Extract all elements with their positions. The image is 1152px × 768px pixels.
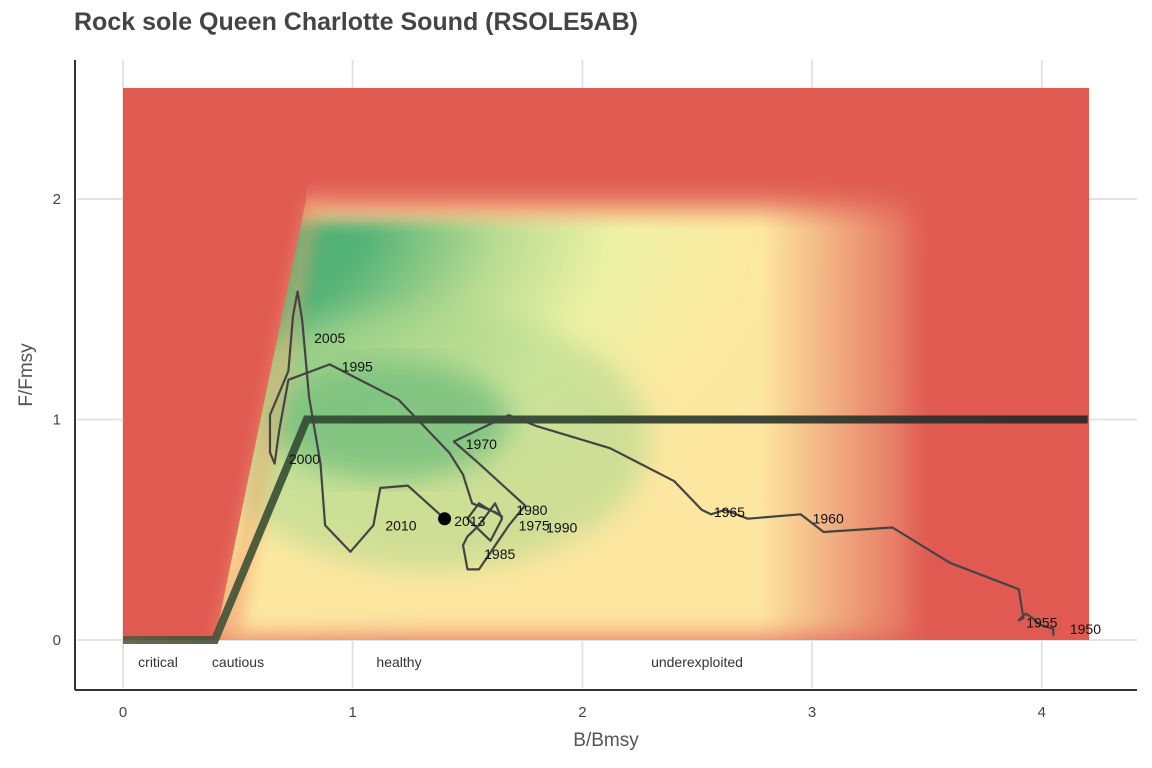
- year-label: 2005: [314, 330, 345, 346]
- x-tick-label: 0: [119, 704, 127, 721]
- axes: [74, 60, 1137, 691]
- year-label: 1980: [516, 502, 547, 518]
- y-tick-labels: 0 1 2: [53, 191, 61, 649]
- reference-line-path: [123, 415, 1088, 644]
- year-label: 1950: [1070, 621, 1101, 637]
- year-label: 1955: [1026, 614, 1057, 630]
- chart-title: Rock sole Queen Charlotte Sound (RSOLE5A…: [74, 8, 638, 36]
- reference-line: [123, 415, 1088, 644]
- zone-label-cautious: cautious: [212, 654, 264, 670]
- status-zones: [123, 88, 1089, 640]
- year-label: 1965: [714, 504, 745, 520]
- x-tick-label: 4: [1038, 704, 1046, 721]
- zone-label-healthy: healthy: [376, 654, 421, 670]
- top-red-fade: [300, 150, 940, 230]
- year-label: 2000: [289, 451, 320, 467]
- trajectory-path: [268, 290, 1055, 636]
- trajectory: [268, 290, 1055, 636]
- critical-zone: [123, 88, 306, 640]
- healthy-zone-mid: [210, 310, 650, 570]
- y-tick-label: 2: [53, 191, 61, 208]
- year-label: 1960: [813, 511, 844, 527]
- year-label: 1995: [342, 359, 373, 375]
- x-tick-label: 1: [349, 704, 357, 721]
- zone-label-critical: critical: [138, 654, 178, 670]
- year-label: 2013: [454, 513, 485, 529]
- y-tick-label: 0: [53, 632, 61, 649]
- year-label: 1985: [484, 546, 515, 562]
- x-axis-label: B/Bmsy: [573, 730, 639, 751]
- zone-labels: critical cautious healthy underexploited: [138, 654, 743, 670]
- year-label: 1990: [546, 520, 577, 536]
- x-tick-labels: 0 1 2 3 4: [119, 704, 1046, 721]
- zone-label-underexploited: underexploited: [651, 654, 743, 670]
- y-axis-label: F/Fmsy: [16, 343, 37, 407]
- year-label: 1975: [519, 517, 550, 533]
- x-tick-label: 2: [578, 704, 586, 721]
- year-label: 1970: [466, 436, 497, 452]
- x-tick-label: 3: [808, 704, 816, 721]
- year-label: 2010: [385, 517, 416, 533]
- y-tick-label: 1: [53, 412, 61, 429]
- right-red-solid: [938, 88, 1089, 640]
- current-year-point: [438, 512, 452, 526]
